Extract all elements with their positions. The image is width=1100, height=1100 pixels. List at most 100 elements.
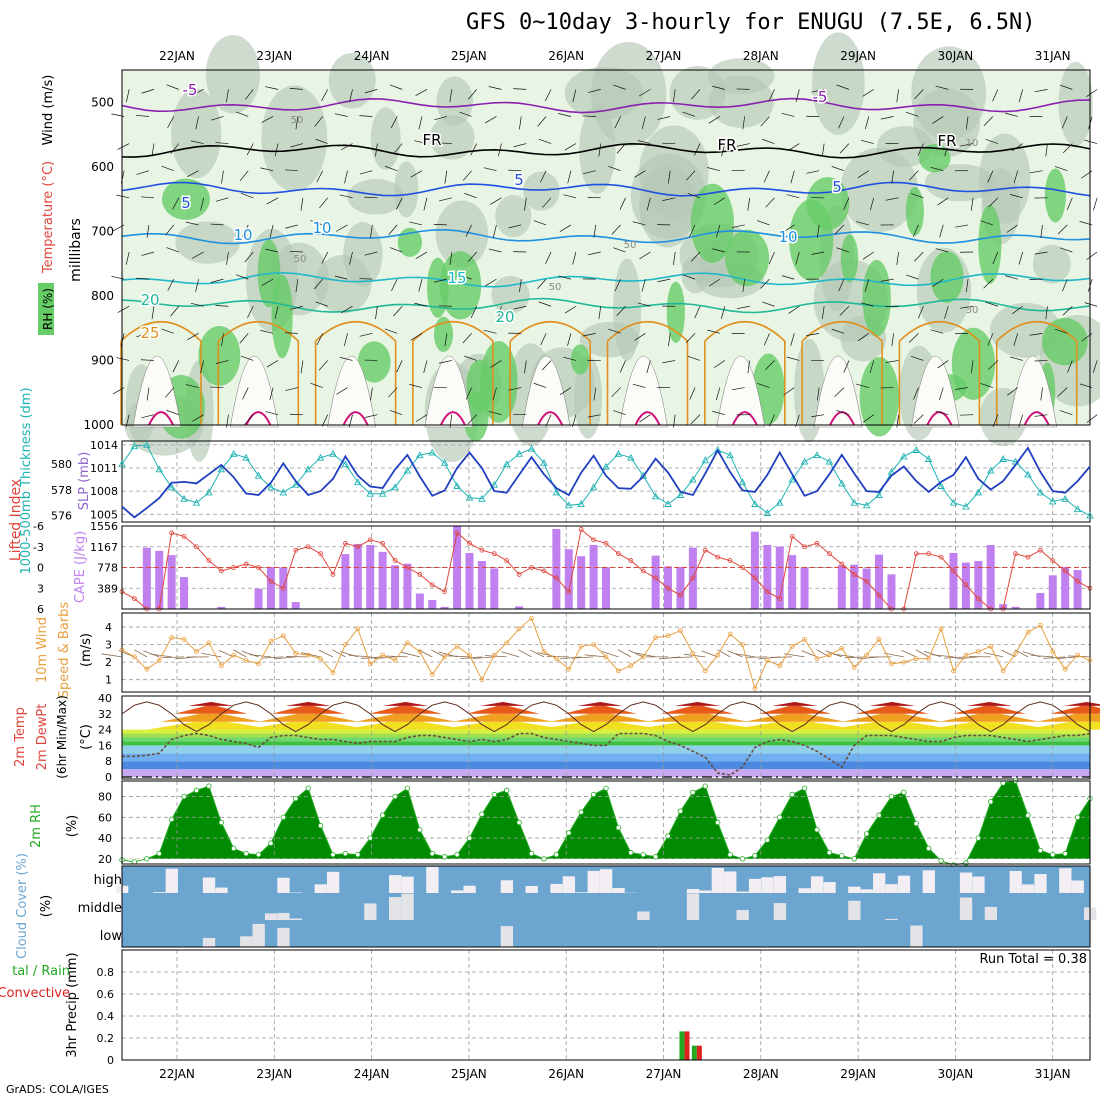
thickness-point xyxy=(291,480,300,488)
wind-speed-point xyxy=(603,654,609,660)
cloud-cell xyxy=(773,903,787,920)
wind-barb xyxy=(731,224,745,228)
rh-blob-moist xyxy=(162,178,210,220)
wind-barb-10m xyxy=(150,653,172,658)
isotherm-label: FR xyxy=(937,132,956,150)
thickness-tick-label: 578 xyxy=(51,484,72,497)
lifted-index-point xyxy=(293,547,299,553)
wind-barb xyxy=(1006,224,1018,233)
rh-blob xyxy=(579,105,616,194)
wind-barb xyxy=(980,383,993,388)
wind-barb xyxy=(339,357,353,361)
wind-barb xyxy=(285,224,298,229)
wind-barb xyxy=(284,169,298,172)
cape-bar xyxy=(986,544,995,609)
panel-frame xyxy=(121,695,1091,780)
lifted-index-point xyxy=(330,572,336,577)
wind-barb xyxy=(587,251,601,256)
wind-barb xyxy=(668,170,671,184)
wind-barb xyxy=(336,224,348,232)
wind-barb xyxy=(334,113,348,117)
wind-barb xyxy=(917,143,924,156)
thickness-point xyxy=(490,480,499,488)
wind-barb xyxy=(290,305,303,310)
wind-barb xyxy=(715,387,721,401)
lifted-index-point xyxy=(1025,554,1031,560)
wind-barb xyxy=(619,360,626,373)
rh2m-point xyxy=(690,789,696,796)
wind-barb xyxy=(488,248,502,253)
temp-warm-band xyxy=(285,701,332,706)
wind-barb xyxy=(572,89,577,103)
wind-barb xyxy=(135,114,149,117)
wind-barb xyxy=(1005,275,1018,280)
wind-barb xyxy=(439,360,452,364)
thickness-point xyxy=(924,455,933,462)
wind-barb xyxy=(712,410,725,416)
wind-barb xyxy=(838,116,845,129)
wind-speed-point xyxy=(876,636,882,642)
wind-barb xyxy=(290,143,303,148)
wind-tick-label: 1 xyxy=(105,674,112,687)
precip-total-bar xyxy=(679,1031,685,1060)
cape-bar xyxy=(415,593,424,609)
panel-frame xyxy=(121,865,1091,948)
rh-blob-moist xyxy=(1042,317,1088,366)
lifted-index-point xyxy=(367,537,373,543)
rh2m-point xyxy=(528,850,535,857)
wind-barb xyxy=(639,414,651,423)
rh-contour-label: 50 xyxy=(291,115,304,126)
temp-band xyxy=(122,761,1090,770)
wind-barb xyxy=(836,410,850,416)
rh2m-point xyxy=(280,814,287,821)
wind-speed-point xyxy=(169,635,175,640)
rh2m-point xyxy=(466,835,473,841)
rh2m-point xyxy=(876,812,882,818)
rh2m-point xyxy=(590,791,597,798)
lifted-index-point xyxy=(839,561,845,567)
rh-blob xyxy=(343,222,383,287)
wind-barb xyxy=(582,115,596,117)
temp-tick-label: 24 xyxy=(98,724,112,737)
wind-barb xyxy=(831,166,845,172)
wind-barb xyxy=(861,302,874,307)
thickness-point xyxy=(192,498,201,506)
lifted-index-point xyxy=(951,568,956,574)
isotherm-label: -5 xyxy=(813,88,828,106)
cloud-cell xyxy=(215,887,228,893)
wind-barb xyxy=(490,197,502,205)
rh2m-point xyxy=(392,793,398,800)
rh2m-point xyxy=(230,845,237,852)
wind-barb xyxy=(960,305,974,309)
wind-barb xyxy=(662,197,676,201)
isotherm-label: 10 xyxy=(233,226,252,244)
isotherm-30 xyxy=(245,411,272,426)
wind-barb xyxy=(508,169,522,172)
day-label-top: 26JAN xyxy=(548,49,584,63)
wind-barb xyxy=(235,274,249,280)
wind-barb-10m xyxy=(1056,656,1078,660)
wind-barb xyxy=(464,355,477,361)
wind-barb xyxy=(192,414,204,422)
wind-barb xyxy=(343,333,348,347)
cloud-cell xyxy=(1059,868,1072,893)
cloud-cell xyxy=(810,876,824,893)
rh-blob xyxy=(175,221,240,264)
wind-barb-10m xyxy=(274,656,296,660)
wind-barb xyxy=(747,197,751,211)
cloud-cell xyxy=(848,900,861,920)
wind-barb xyxy=(533,382,547,388)
wind-barb xyxy=(167,116,175,129)
wind-barb xyxy=(694,306,701,319)
wind-barb xyxy=(117,305,130,313)
wind-barb xyxy=(313,278,323,290)
wind-barb xyxy=(716,224,721,238)
wind-barb xyxy=(1057,387,1068,397)
cloud-cell xyxy=(600,869,613,893)
rh-blob xyxy=(564,66,644,120)
wind-barb xyxy=(364,414,378,418)
wind-barb xyxy=(141,89,155,94)
wind-barb xyxy=(468,89,477,100)
isotherm-line xyxy=(121,97,1091,114)
wind-barb xyxy=(937,197,949,206)
